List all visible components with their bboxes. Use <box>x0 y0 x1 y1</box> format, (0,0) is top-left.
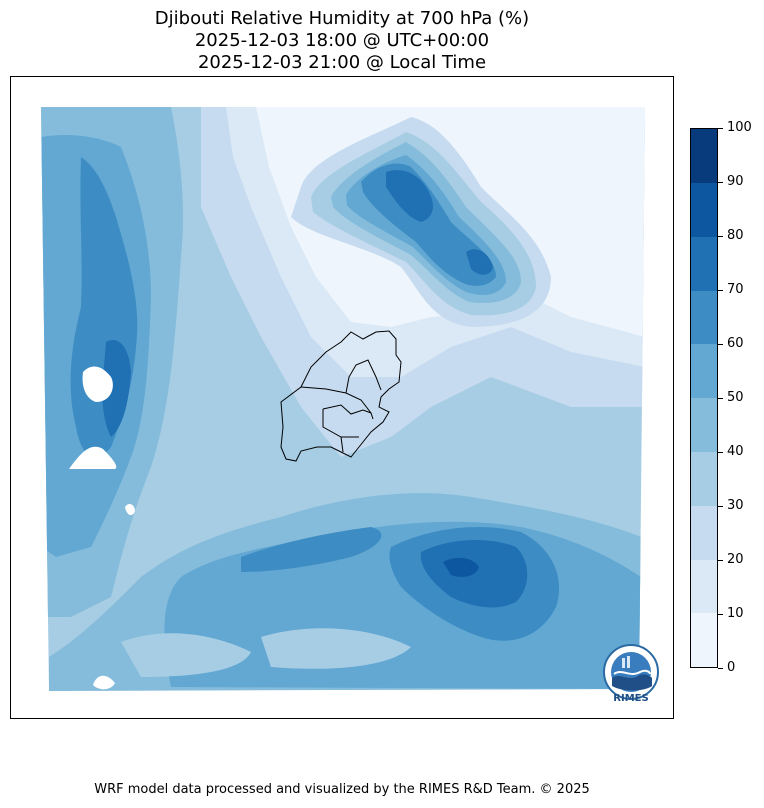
contour-level-70 <box>420 540 528 608</box>
colorbar-tick-label: 10 <box>727 606 744 621</box>
missing-data-patch <box>69 446 117 469</box>
contour-level-70 <box>102 340 131 437</box>
colorbar-tick <box>718 560 723 561</box>
colorbar-tick <box>718 182 723 183</box>
colorbar-tick <box>718 506 723 507</box>
colorbar-segment <box>691 236 717 291</box>
colorbar-tick <box>718 290 723 291</box>
colorbar-tick-label: 80 <box>727 228 744 243</box>
contour-level-70 <box>466 249 493 275</box>
colorbar-tick <box>718 236 723 237</box>
missing-data-patch <box>125 504 135 516</box>
colorbar-tick <box>718 128 723 129</box>
missing-data-patch <box>82 366 113 402</box>
colorbar-segment <box>691 344 717 399</box>
colorbar-tick <box>718 668 723 669</box>
contour-level-30 <box>121 633 251 677</box>
colorbar-segment <box>691 398 717 452</box>
rimes-logo-text: RIMES <box>613 693 649 704</box>
map-subtitle-local: 2025-12-03 21:00 @ Local Time <box>197 52 487 73</box>
colorbar <box>690 128 718 668</box>
colorbar-tick-label: 20 <box>727 552 744 567</box>
colorbar-tick-label: 40 <box>727 444 744 459</box>
colorbar-tick-label: 50 <box>727 390 744 405</box>
colorbar-tick <box>718 344 723 345</box>
colorbar-tick <box>718 398 723 399</box>
humidity-contour-map <box>41 107 645 691</box>
colorbar-tick-label: 90 <box>727 174 744 189</box>
rimes-logo-icon <box>603 644 659 700</box>
colorbar-segment <box>691 505 717 560</box>
contour-level-30 <box>261 628 411 669</box>
colorbar-tick-label: 70 <box>727 282 744 297</box>
colorbar-segment <box>691 129 717 183</box>
djibouti-boundaries <box>280 330 402 462</box>
colorbar-segment <box>691 182 717 237</box>
colorbar-tick-label: 30 <box>727 498 744 513</box>
colorbar-tick-label: 0 <box>727 660 736 675</box>
footer-credit: WRF model data processed and visualized … <box>94 782 590 797</box>
colorbar-tick-label: 60 <box>727 336 744 351</box>
missing-data-patch <box>93 675 115 690</box>
colorbar-segment <box>691 290 717 345</box>
map-title: Djibouti Relative Humidity at 700 hPa (%… <box>154 8 530 29</box>
contour-level-70 <box>386 170 433 222</box>
colorbar-segment <box>691 451 717 506</box>
map-subtitle-utc: 2025-12-03 18:00 @ UTC+00:00 <box>194 30 490 51</box>
colorbar-tick <box>718 452 723 453</box>
colorbar-segment <box>691 613 717 668</box>
colorbar-segment <box>691 559 717 614</box>
contour-fills <box>41 107 645 691</box>
colorbar-tick-label: 100 <box>727 120 752 135</box>
map-panel <box>10 76 674 719</box>
contour-level-60 <box>241 527 382 572</box>
colorbar-tick <box>718 614 723 615</box>
contour-level-80 <box>443 557 479 577</box>
